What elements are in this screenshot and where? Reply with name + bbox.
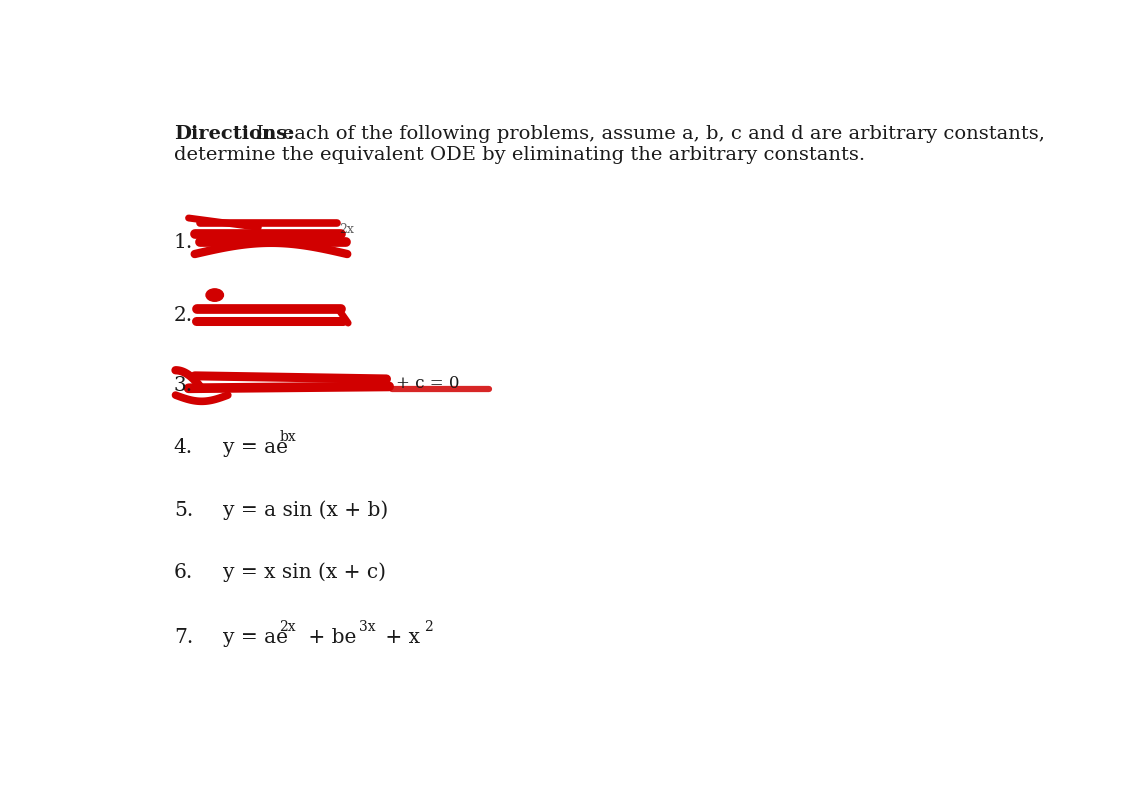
Text: 7.: 7. [173, 628, 194, 647]
Text: 5.: 5. [173, 500, 194, 520]
Text: y = x sin (x + c): y = x sin (x + c) [224, 562, 387, 582]
Text: 2: 2 [424, 620, 433, 633]
Text: bx: bx [279, 430, 296, 445]
Text: 3.: 3. [173, 376, 192, 395]
Text: y = ae: y = ae [224, 438, 288, 458]
Text: + be: + be [302, 628, 357, 647]
Text: + x: + x [379, 628, 420, 647]
Text: y = ae: y = ae [224, 628, 288, 647]
Text: y = a sin (x + b): y = a sin (x + b) [224, 500, 389, 520]
Text: + c = 0: + c = 0 [396, 375, 460, 392]
Text: 6.: 6. [173, 562, 194, 582]
Text: Directions:: Directions: [173, 125, 294, 143]
Text: determine the equivalent ODE by eliminating the arbitrary constants.: determine the equivalent ODE by eliminat… [173, 146, 865, 164]
Text: 1.: 1. [173, 233, 194, 253]
Text: 2x: 2x [279, 620, 296, 633]
Text: 2.: 2. [173, 306, 192, 325]
Text: 2x: 2x [340, 223, 354, 236]
Text: 4.: 4. [173, 438, 192, 458]
Text: 3x: 3x [359, 620, 376, 633]
Text: In each of the following problems, assume a, b, c and d are arbitrary constants,: In each of the following problems, assum… [250, 125, 1044, 143]
Circle shape [206, 289, 224, 301]
